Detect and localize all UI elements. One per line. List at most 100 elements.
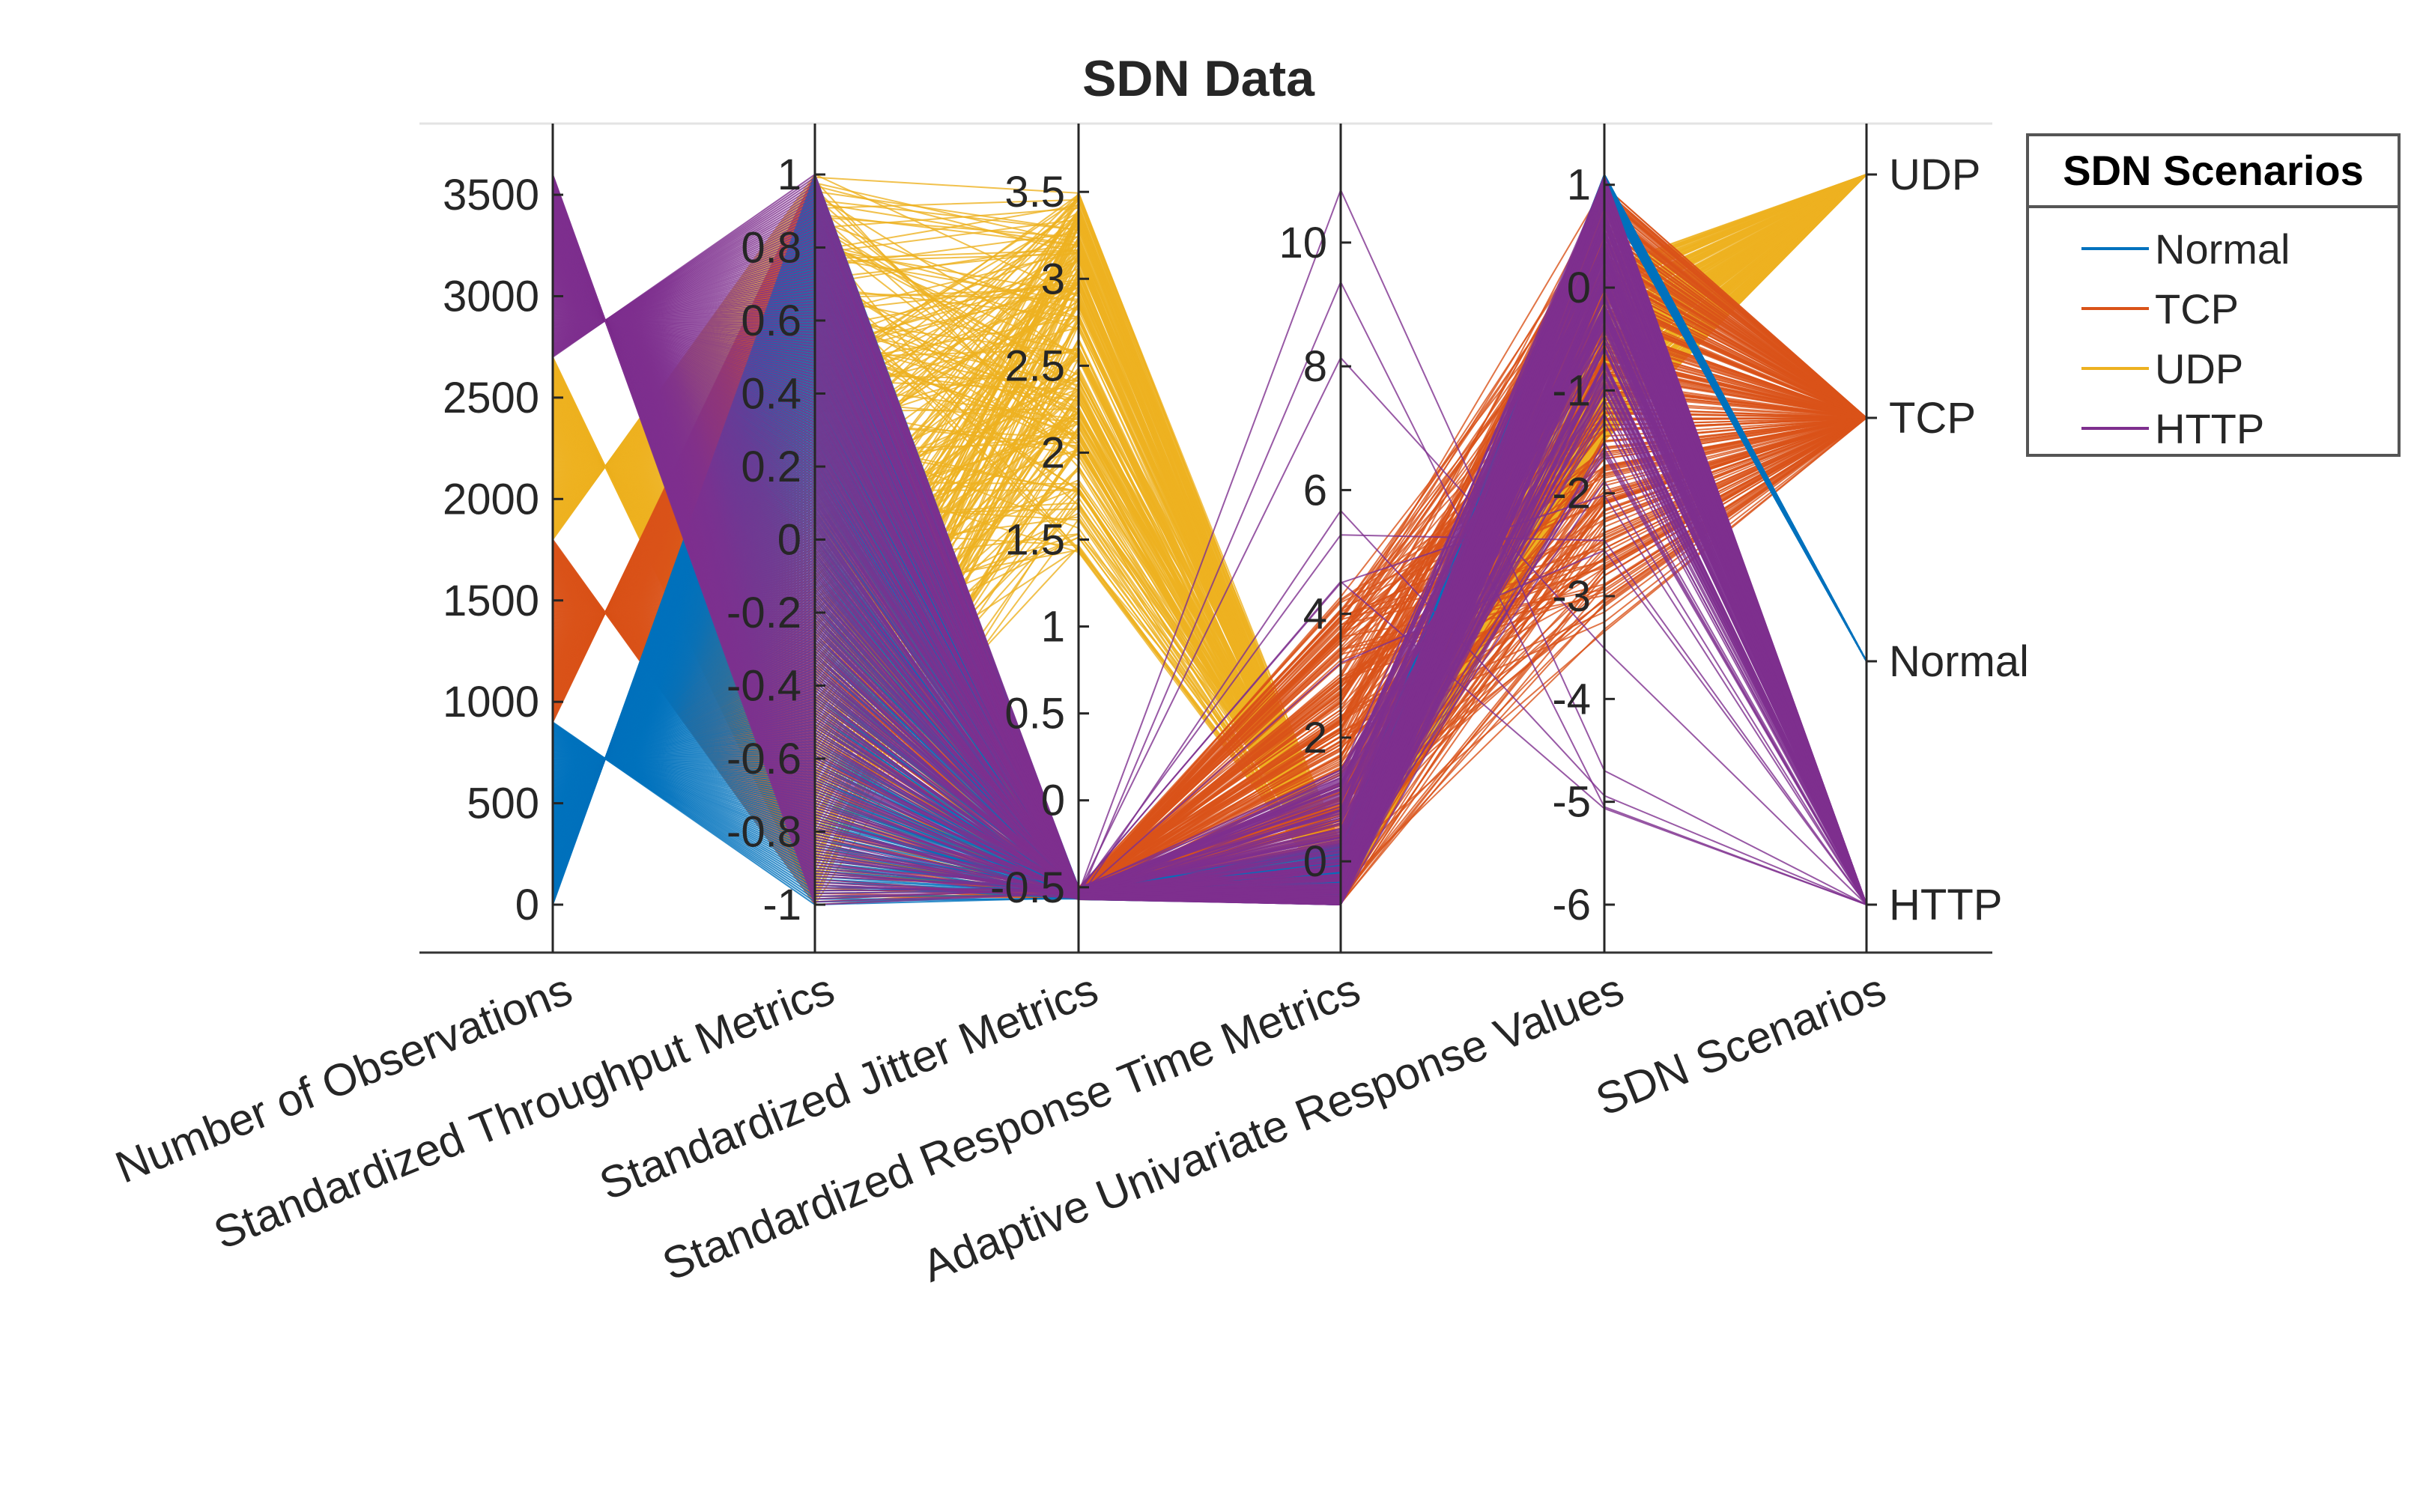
series-line-http: [552, 183, 1867, 905]
series-line-http: [552, 182, 1867, 905]
axis-tick-label: 0: [515, 881, 539, 929]
series-line-http: [552, 180, 1867, 905]
axis-tick-label: 6: [1303, 466, 1327, 514]
axis-tick-label: -3: [1552, 572, 1591, 621]
series-line-http: [552, 195, 1867, 905]
axis-tick-label: 0: [777, 516, 801, 565]
legend: SDN Scenarios Normal TCP UDP HTTP: [2026, 133, 2401, 457]
series-line-http: [552, 194, 1867, 905]
series-line-http: [552, 191, 1867, 905]
axis-tick-label: 0.2: [741, 443, 801, 491]
axis-tick-label: 0.8: [741, 224, 801, 273]
series-line-http: [552, 192, 1867, 905]
axis-tick-label: 3.5: [1004, 168, 1065, 216]
axis-tick-label: 1500: [443, 577, 539, 625]
series-line-http: [552, 259, 1867, 905]
series-line-http: [552, 209, 1867, 905]
series-line-http: [552, 201, 1867, 905]
data-lines: [552, 172, 1867, 907]
legend-label-tcp: TCP: [2155, 285, 2239, 333]
legend-item-normal: Normal: [2081, 219, 2290, 279]
series-line-http: [552, 194, 1867, 905]
axis-tick-label: 10: [1279, 219, 1327, 267]
axis-tick-label: 3000: [443, 273, 539, 321]
series-line-http: [552, 189, 1867, 905]
axis-tick-label: Normal: [1889, 637, 2029, 686]
axis-tick-label: 2500: [443, 374, 539, 422]
axis-tick-label: 2: [1303, 714, 1327, 762]
series-line-http: [552, 223, 1867, 905]
axis-tick-label: UDP: [1889, 151, 1980, 199]
axis-tick-label: 0.5: [1004, 690, 1065, 738]
axis-tick-label: 2.5: [1004, 341, 1065, 390]
series-http: [552, 173, 1867, 906]
axis-tick-label: 2000: [443, 475, 539, 523]
series-line-http: [552, 174, 1867, 906]
axis-tick-label: -4: [1552, 675, 1591, 723]
axis-tick-label: 1: [1041, 603, 1065, 652]
legend-label-http: HTTP: [2155, 404, 2265, 452]
axis-tick-label: -1: [762, 881, 801, 929]
series-line-http: [552, 278, 1867, 905]
legend-title: SDN Scenarios: [2029, 136, 2398, 208]
axis-tick-label: -0.6: [727, 735, 801, 783]
axis-tick-label: 1000: [443, 678, 539, 726]
series-line-tcp: [552, 417, 1867, 896]
series-line-http: [552, 252, 1867, 905]
series-line-http: [552, 240, 1867, 905]
axis-tick-label: -0.4: [727, 662, 801, 711]
legend-swatch-http: [2081, 427, 2149, 430]
axis-tick-label: 0: [1567, 264, 1591, 312]
series-line-http: [552, 226, 1867, 905]
legend-swatch-tcp: [2081, 307, 2149, 310]
series-line-http: [552, 176, 1867, 905]
axis-tick-label: TCP: [1889, 394, 1976, 443]
series-line-http: [552, 278, 1867, 905]
axis-tick-label: 0.6: [741, 297, 801, 345]
axis-tick-label: 4: [1303, 590, 1327, 639]
legend-label-normal: Normal: [2155, 225, 2290, 273]
axis-tick-label: 3500: [443, 171, 539, 219]
series-line-http: [552, 177, 1867, 905]
series-line-http: [552, 276, 1867, 905]
series-line-http: [552, 173, 1867, 905]
axis-tick-label: 1.5: [1004, 516, 1065, 565]
axis-tick-label: 3: [1041, 255, 1065, 303]
series-line-http: [552, 187, 1867, 905]
axis-tick-label: -0.2: [727, 589, 801, 637]
series-line-http: [552, 203, 1867, 905]
axis-tick-label: 2: [1041, 428, 1065, 477]
axis-tick-label: 500: [467, 780, 539, 828]
legend-item-udp: UDP: [2081, 338, 2243, 398]
series-line-http: [552, 178, 1867, 905]
axis-tick-label: 1: [777, 151, 801, 199]
series-line-http: [552, 219, 1867, 905]
series-line-http: [552, 174, 1867, 906]
axis-tick-label: -5: [1552, 778, 1591, 827]
chart-title: SDN Data: [1082, 50, 1315, 107]
axis-tick-label: 1: [1567, 161, 1591, 210]
legend-swatch-udp: [2081, 367, 2149, 370]
series-line-http: [552, 184, 1867, 905]
axis-tick-label: -0.8: [727, 808, 801, 857]
series-line-http: [552, 186, 1867, 905]
legend-item-http: HTTP: [2081, 398, 2264, 458]
series-line-http: [552, 185, 1867, 905]
axis-tick-label: -0.5: [990, 863, 1065, 912]
legend-swatch-normal: [2081, 247, 2149, 250]
legend-label-udp: UDP: [2155, 344, 2244, 392]
axis-tick-label: -6: [1552, 881, 1591, 929]
axis-tick-label: 0: [1303, 837, 1327, 886]
legend-item-tcp: TCP: [2081, 279, 2239, 338]
axis-tick-label: 0: [1041, 777, 1065, 825]
axis-tick-label: HTTP: [1889, 881, 2002, 929]
axis-tick-label: 0.4: [741, 370, 801, 419]
series-line-http: [552, 175, 1867, 905]
series-line-http: [552, 200, 1867, 905]
axis-tick-label: -1: [1552, 366, 1591, 415]
axis-tick-label: -2: [1552, 470, 1591, 518]
axis-tick-label: 8: [1303, 342, 1327, 391]
series-line-tcp: [552, 417, 1867, 899]
series-line-http: [552, 213, 1867, 905]
